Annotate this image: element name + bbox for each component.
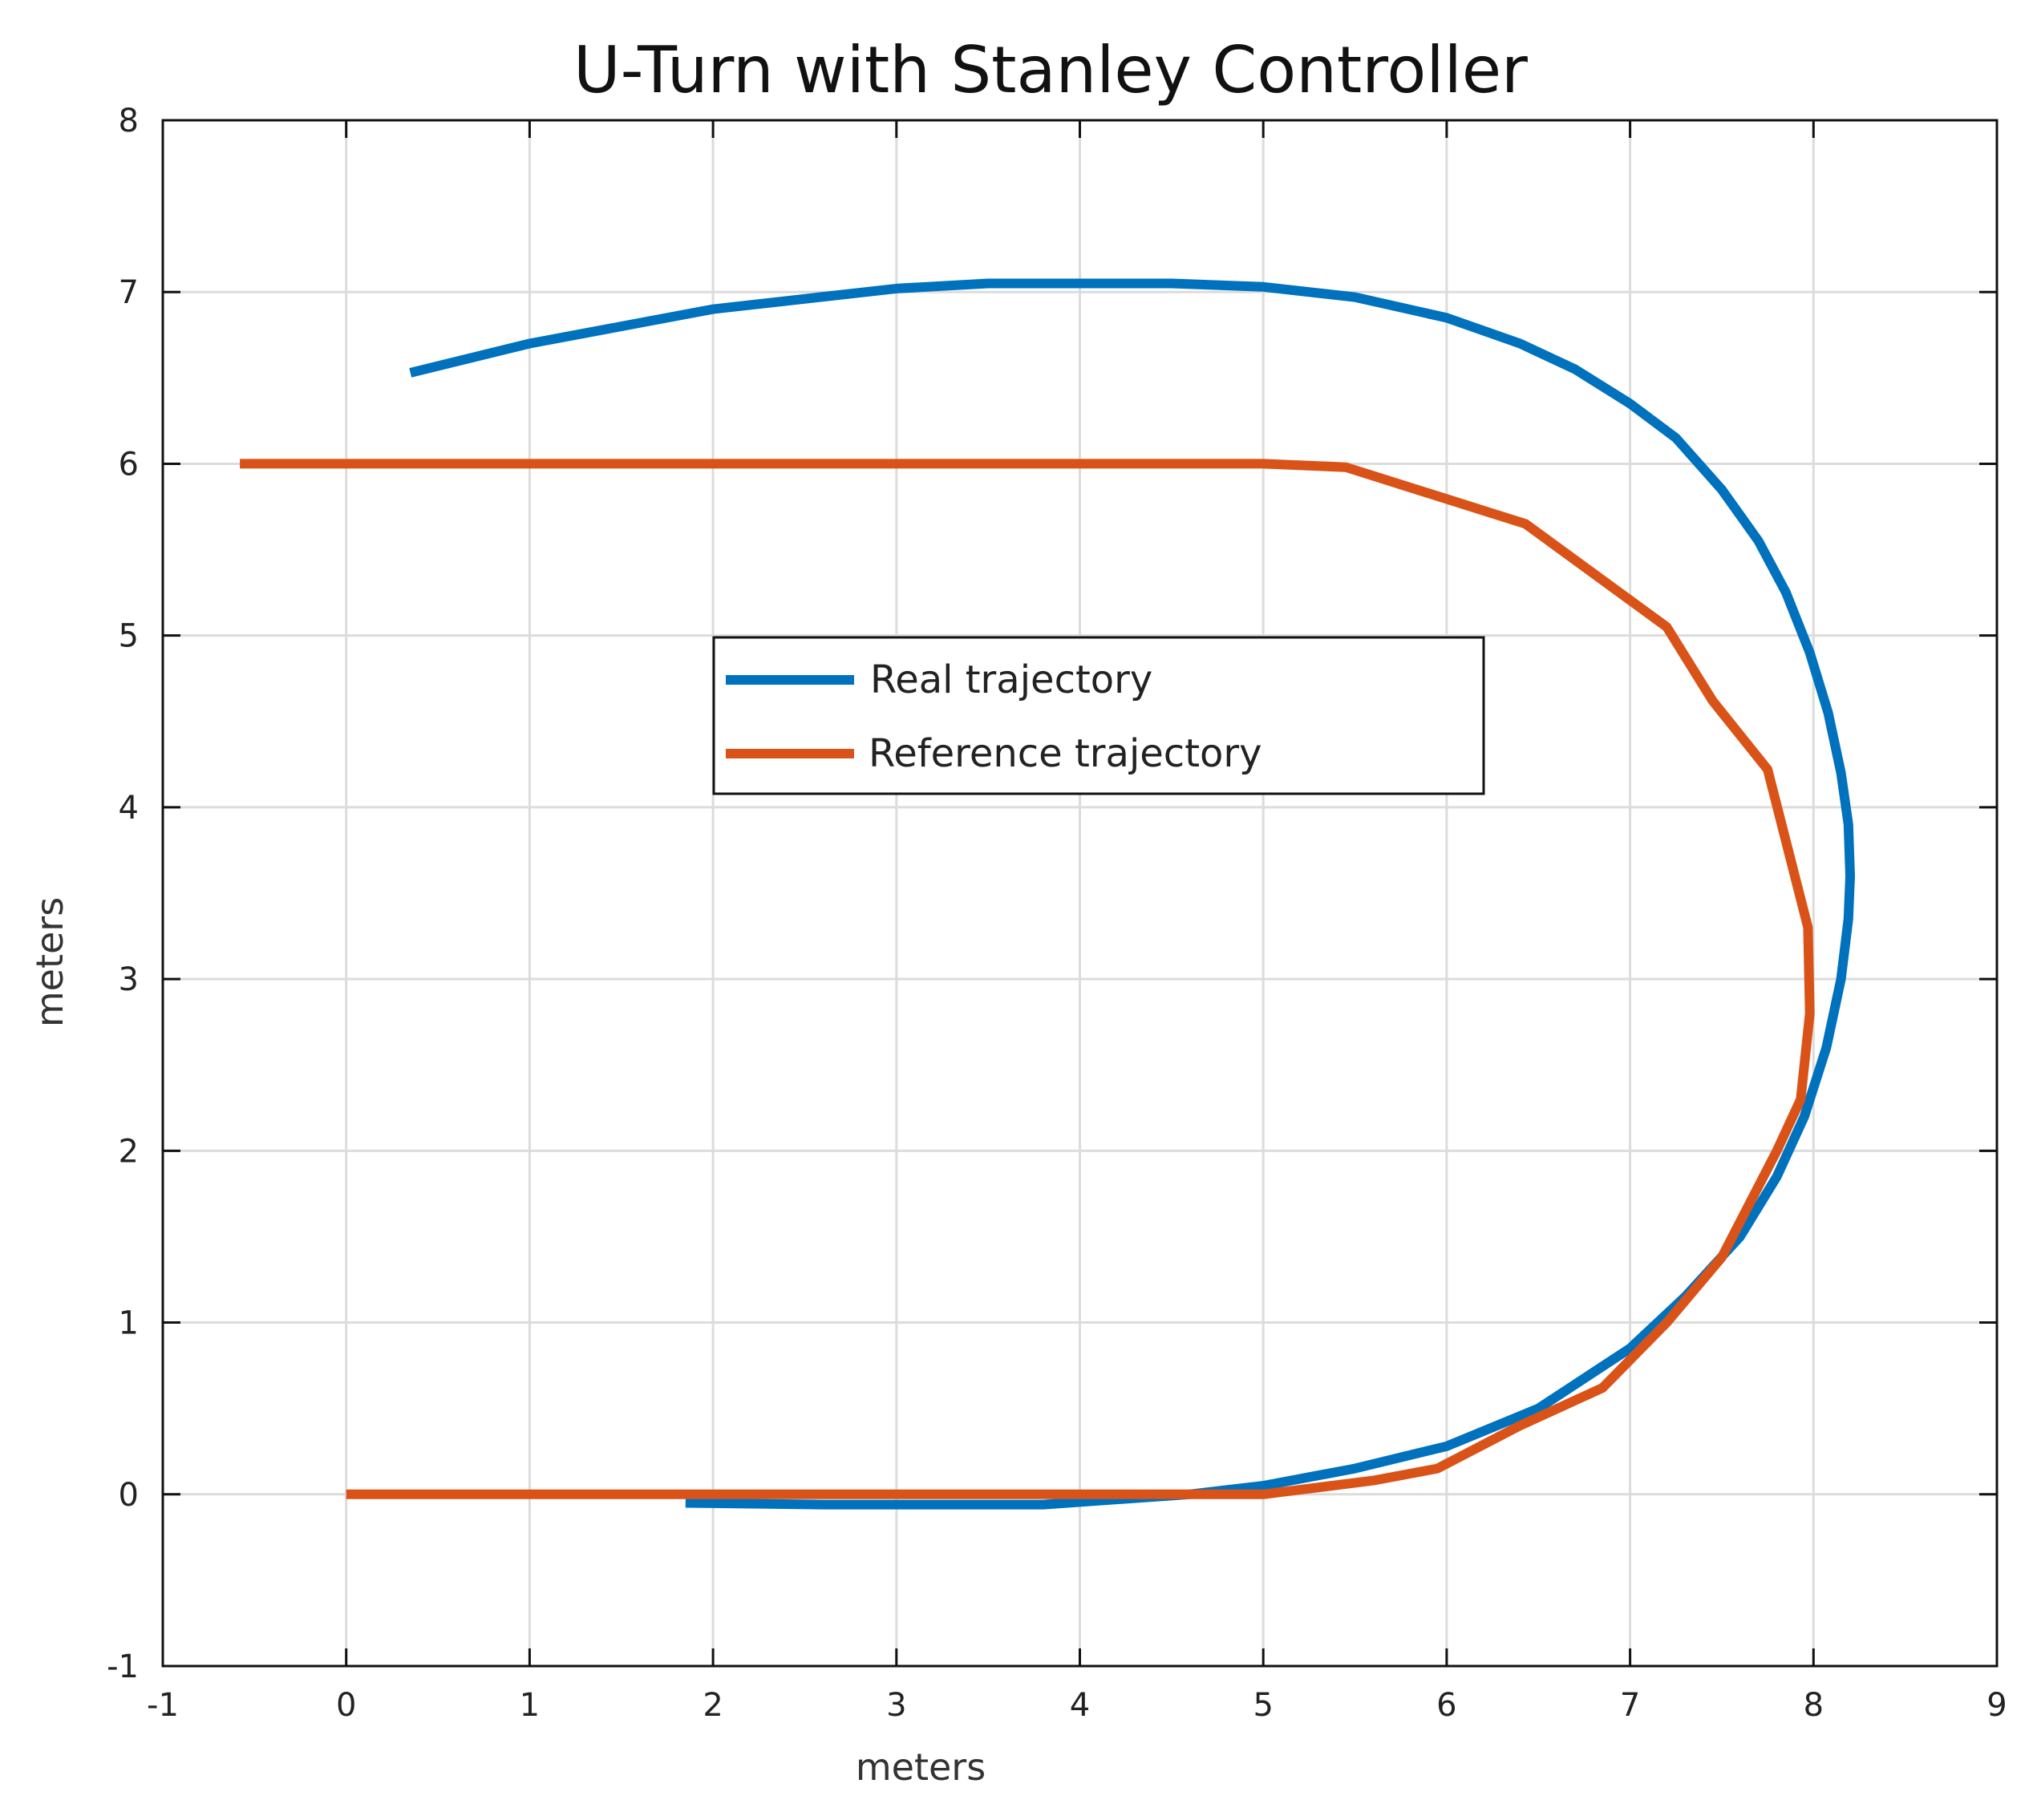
y-tick-label-6: 5 (119, 618, 139, 655)
legend: Real trajectory Reference trajectory (712, 636, 1485, 795)
x-tick-label-5: 4 (1070, 1687, 1090, 1724)
y-tick-label-2: 1 (119, 1305, 139, 1342)
x-tick-label-2: 1 (520, 1687, 540, 1724)
series-line-reference-trajectory (240, 459, 1815, 1499)
y-tick-label-3: 2 (119, 1133, 139, 1170)
y-tick-label-8: 7 (119, 274, 139, 311)
series-line-real-trajectory (409, 278, 1855, 1510)
y-axis-label: meters (28, 897, 71, 1027)
y-tick-label-0: -1 (107, 1648, 139, 1685)
chart-title: U-Turn with Stanley Controller (573, 33, 1528, 107)
x-tick-label-7: 6 (1436, 1687, 1456, 1724)
x-tick-label-3: 2 (703, 1687, 723, 1724)
x-tick-label-10: 9 (1986, 1687, 2007, 1724)
legend-label-real-trajectory: Real trajectory (870, 657, 1152, 702)
y-tick-label-5: 4 (119, 790, 139, 827)
y-tick-label-4: 3 (119, 961, 139, 998)
y-tick-label-9: 8 (119, 103, 139, 140)
series-layer (240, 278, 1855, 1510)
grid-x (161, 120, 1999, 1666)
y-tick-label-7: 6 (119, 446, 139, 483)
x-tick-label-0: -1 (147, 1687, 179, 1724)
legend-box (712, 636, 1485, 795)
x-tick-label-9: 8 (1804, 1687, 1824, 1724)
x-tick-label-6: 5 (1253, 1687, 1273, 1724)
x-axis-label: meters (856, 1745, 986, 1789)
y-tick-label-1: 0 (119, 1477, 139, 1514)
ticks-x: -1 0 1 2 3 4 5 6 7 8 9 (147, 120, 2007, 1724)
legend-label-reference-trajectory: Reference trajectory (869, 731, 1262, 776)
x-tick-label-8: 7 (1620, 1687, 1640, 1724)
ticks-y: -1 0 1 2 3 4 5 6 7 8 (107, 103, 1997, 1685)
x-tick-label-1: 0 (336, 1687, 356, 1724)
x-tick-label-4: 3 (886, 1687, 906, 1724)
